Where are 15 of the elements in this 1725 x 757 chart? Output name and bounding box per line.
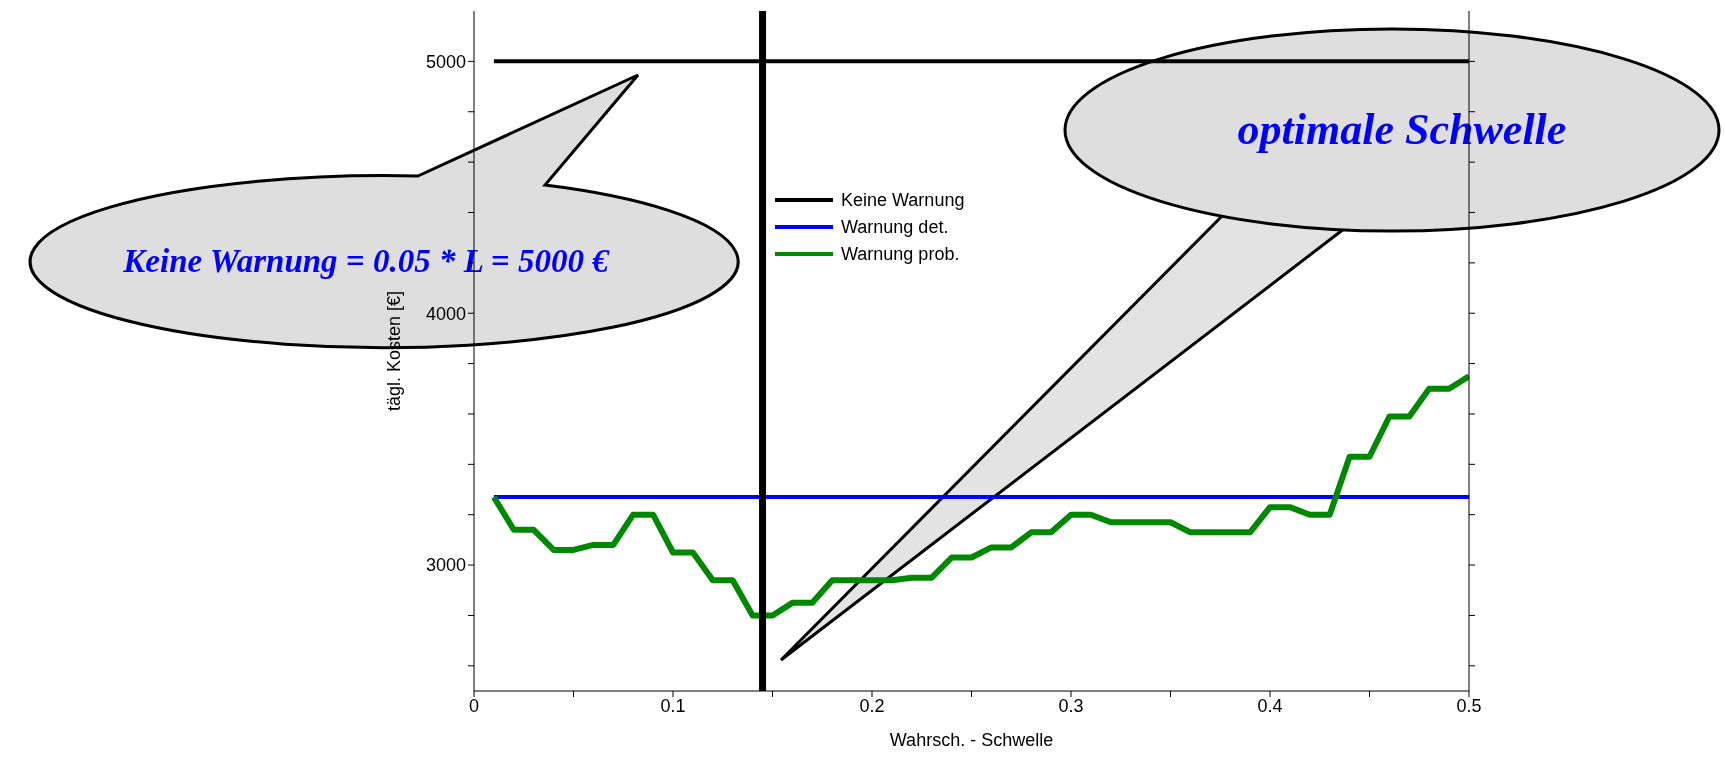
y-tick-label: 3000	[425, 555, 466, 576]
y-tick-label: 4000	[425, 303, 466, 324]
x-tick-label: 0.1	[660, 695, 686, 716]
legend-label: Warnung det.	[841, 217, 949, 237]
legend-label: Keine Warnung	[841, 190, 965, 210]
legend-label: Warnung prob.	[841, 244, 960, 264]
x-axis-title: Wahrsch. - Schwelle	[889, 730, 1054, 750]
x-tick-label: 0.3	[1058, 695, 1084, 716]
x-tick-label: 0	[468, 695, 480, 716]
annotation: Keine Warnung = 0.05 * L = 5000 €	[122, 243, 611, 279]
x-tick-label: 0.2	[859, 695, 885, 716]
annotation: optimale Schwelle	[1237, 105, 1567, 154]
y-tick-label: 5000	[425, 51, 466, 72]
x-tick-label: 0.4	[1257, 695, 1283, 716]
x-tick-label: 0.5	[1456, 695, 1482, 716]
